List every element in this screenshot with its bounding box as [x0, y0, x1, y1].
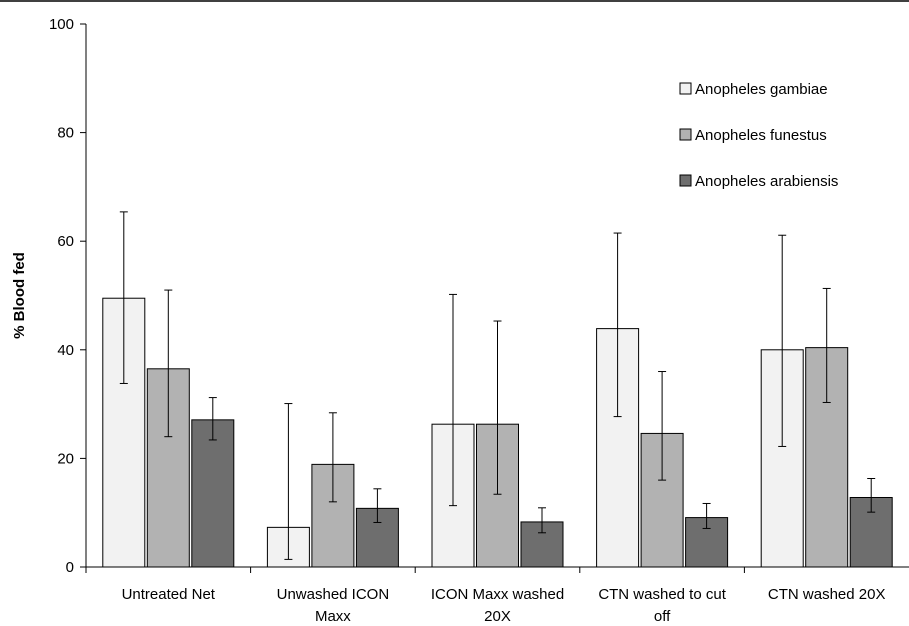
x-category-label-line: 20X [484, 608, 511, 625]
legend-label: Anopheles gambiae [695, 81, 828, 98]
x-category-label-line: ICON Maxx washed [431, 586, 564, 603]
y-tick-label: 100 [49, 16, 74, 33]
x-category-label-line: CTN washed to cut [598, 586, 726, 603]
y-axis-title: % Blood fed [11, 252, 28, 339]
x-category-label-line: Maxx [315, 608, 351, 625]
y-tick-label: 0 [66, 559, 74, 576]
legend-label: Anopheles arabiensis [695, 173, 838, 190]
x-category-label-line: Unwashed ICON [277, 586, 390, 603]
error-bars [119, 211, 876, 560]
x-category-label: Untreated Net [122, 586, 216, 603]
x-category-label: CTN washed 20X [768, 586, 886, 603]
x-category-label-line: Untreated Net [122, 586, 216, 603]
legend-swatch [679, 128, 692, 141]
y-tick-label: 40 [57, 342, 74, 359]
bars [102, 297, 893, 568]
y-tick-label: 60 [57, 233, 74, 250]
y-tick-label: 20 [57, 450, 74, 467]
legend-swatch [679, 174, 692, 187]
y-tick-label: 80 [57, 125, 74, 142]
legend: Anopheles gambiae Anopheles funestus Anoph… [679, 81, 838, 190]
x-category-label-line: off [654, 608, 671, 625]
axis-labels: 0 20 40 60 80 100 % Blood fed Untreated Net Unwa… [11, 16, 885, 625]
legend-swatch [679, 82, 692, 95]
x-category-label: ICON Maxx washed 20X [431, 586, 564, 625]
x-category-label: CTN washed to cut off [598, 586, 726, 625]
x-category-label-line: CTN washed 20X [768, 586, 886, 603]
x-category-label: Unwashed ICON Maxx [277, 586, 390, 625]
legend-label: Anopheles funestus [695, 127, 827, 144]
bar [191, 419, 235, 568]
